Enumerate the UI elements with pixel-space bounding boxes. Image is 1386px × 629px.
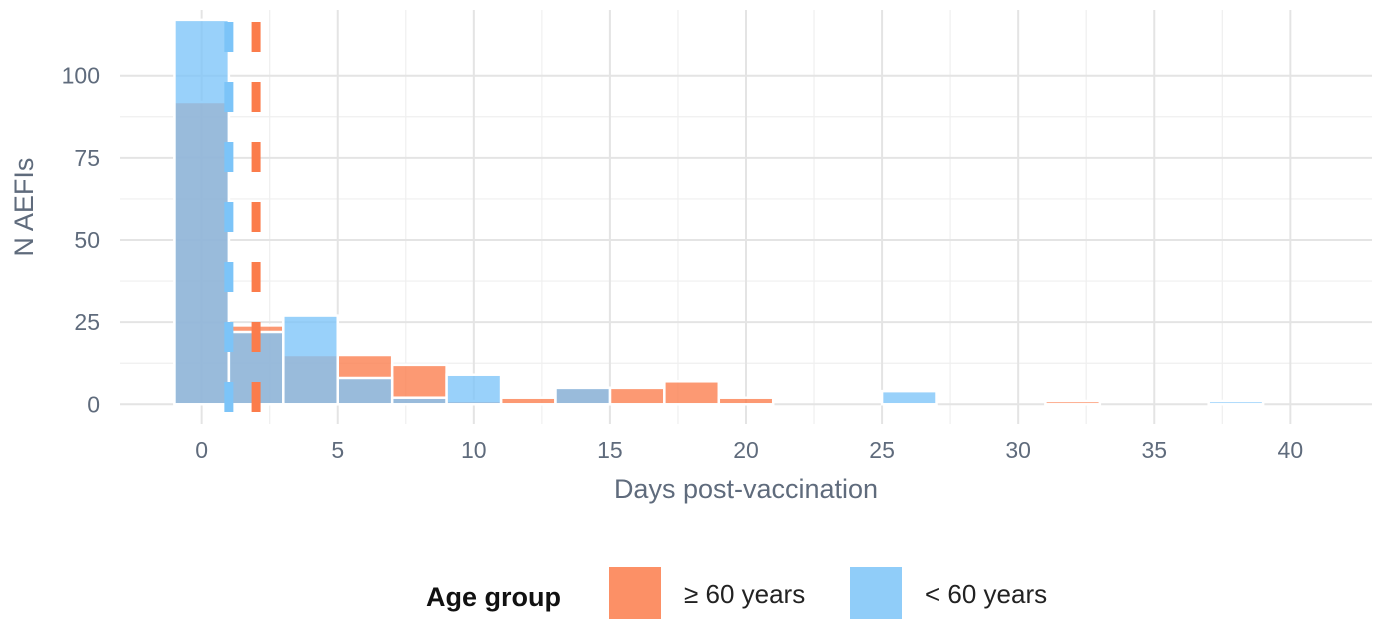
histogram-bar	[663, 380, 721, 406]
histogram-bar	[880, 389, 938, 406]
y-axis: 0 25 50 75 100	[62, 63, 100, 418]
x-tick-label: 10	[461, 437, 487, 463]
histogram-bar	[554, 386, 612, 406]
x-tick-label: 0	[195, 437, 208, 463]
histogram-bar	[390, 396, 448, 406]
x-tick-label: 20	[733, 437, 759, 463]
median-lines	[224, 22, 261, 418]
legend-key	[850, 567, 902, 619]
x-tick-label: 25	[869, 437, 895, 463]
legend-title: Age group	[426, 582, 561, 612]
y-tick-label: 0	[87, 391, 100, 417]
x-axis-title: Days post-vaccination	[614, 474, 878, 504]
histogram-bar	[336, 376, 394, 406]
x-tick-label: 5	[331, 437, 344, 463]
histogram-bar	[445, 373, 503, 406]
legend-key	[609, 567, 661, 619]
histogram-bar	[1044, 399, 1102, 406]
histogram-bar	[173, 18, 231, 406]
x-tick-label: 35	[1141, 437, 1167, 463]
y-tick-label: 100	[62, 63, 100, 89]
y-tick-label: 50	[74, 227, 100, 253]
histogram-bar	[282, 314, 339, 406]
x-axis: 0 5 10 15 20 25 30 35 40	[195, 437, 1303, 463]
histogram-bar	[717, 396, 775, 406]
legend-label: ≥ 60 years	[684, 579, 805, 609]
histogram-bar	[499, 396, 557, 406]
x-tick-label: 15	[597, 437, 623, 463]
y-tick-label: 25	[74, 309, 100, 335]
histogram-bar	[1207, 399, 1265, 406]
x-tick-label: 40	[1278, 437, 1304, 463]
series-under-60	[173, 18, 1265, 406]
bars	[173, 18, 1265, 406]
y-axis-title: N AEFIs	[9, 158, 39, 257]
histogram-bar	[608, 386, 666, 406]
legend: Age group ≥ 60 years < 60 years	[426, 567, 1047, 619]
legend-label: < 60 years	[925, 579, 1047, 609]
x-tick-label: 30	[1005, 437, 1031, 463]
y-tick-label: 75	[74, 145, 100, 171]
